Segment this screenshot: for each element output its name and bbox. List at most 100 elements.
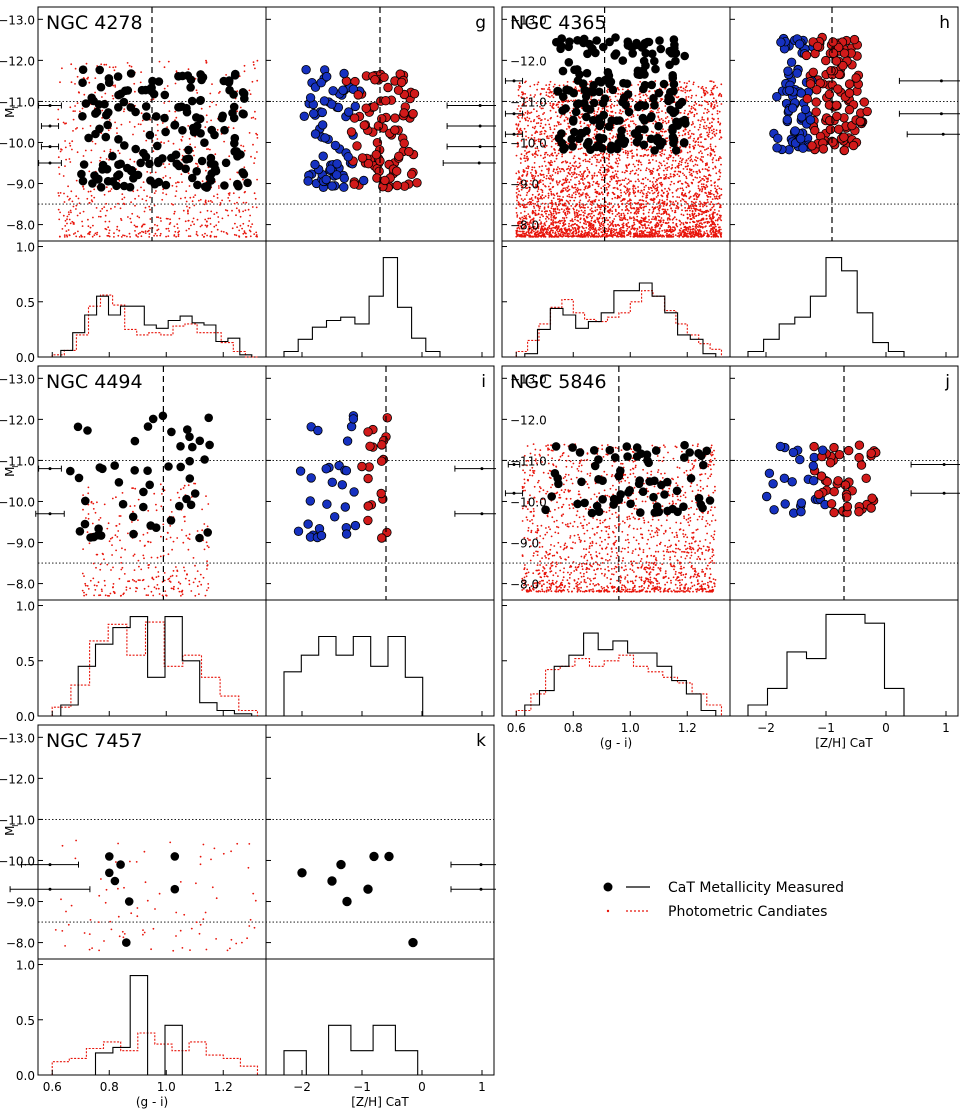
photometric-point (609, 180, 611, 183)
photometric-point (156, 216, 158, 219)
measured-point (96, 183, 106, 192)
photometric-point (104, 214, 107, 217)
photometric-point (720, 188, 723, 191)
photometric-point (177, 235, 180, 238)
photometric-point (205, 226, 208, 228)
photometric-point (61, 228, 64, 230)
photometric-point (712, 97, 715, 100)
photometric-point (86, 78, 89, 80)
measured-point (94, 175, 103, 184)
photometric-point (624, 124, 626, 126)
photometric-point (220, 230, 223, 233)
photometric-point (704, 168, 707, 170)
photometric-point (550, 207, 553, 210)
photometric-point (69, 106, 72, 109)
metallicity-point (349, 113, 360, 123)
photometric-point (572, 192, 575, 194)
photometric-point (578, 173, 580, 176)
photometric-point (678, 196, 681, 199)
photometric-point (581, 231, 584, 233)
photometric-point (686, 89, 689, 92)
photometric-point (703, 231, 706, 233)
photometric-point (669, 146, 672, 149)
measured-point (230, 147, 239, 156)
photometric-point (99, 210, 102, 213)
photometric-point (631, 149, 633, 152)
photometric-point (601, 198, 604, 200)
photometric-point (572, 173, 574, 176)
photometric-point (647, 211, 650, 214)
photometric-point (683, 228, 686, 231)
photometric-point (652, 122, 655, 125)
photometric-point (76, 75, 79, 78)
photometric-point (631, 224, 634, 227)
photometric-point (625, 151, 627, 154)
y-tick-label: −13.0 (0, 13, 35, 27)
photometric-point (682, 234, 685, 236)
measured-point (220, 181, 229, 190)
photometric-point (650, 110, 653, 112)
photometric-point (208, 105, 211, 108)
metallicity-point (339, 182, 349, 192)
measured-point (78, 176, 88, 186)
photometric-point (613, 228, 615, 231)
photometric-point (560, 114, 563, 117)
photometric-point (592, 226, 595, 229)
photometric-point (522, 170, 525, 173)
photometric-point (666, 169, 669, 172)
photometric-point (652, 167, 655, 170)
photometric-point (591, 174, 593, 177)
photometric-point (665, 130, 667, 133)
photometric-point (562, 189, 565, 192)
photometric-point (87, 218, 89, 221)
measured-point (101, 132, 111, 142)
photometric-point (516, 185, 518, 188)
photometric-point (530, 120, 532, 123)
photometric-point (169, 222, 172, 224)
metallicity-point (325, 164, 336, 174)
photometric-point (527, 157, 529, 160)
metallicity-point (350, 101, 361, 112)
photometric-point (660, 162, 662, 165)
photometric-point (164, 175, 167, 177)
photometric-point (602, 153, 604, 156)
photometric-point (77, 230, 79, 233)
photometric-point (695, 159, 698, 162)
measured-point (113, 72, 123, 81)
photometric-point (199, 225, 202, 228)
photometric-point (705, 125, 708, 127)
photometric-point (607, 210, 610, 212)
photometric-point (680, 204, 683, 207)
photometric-point (87, 233, 89, 235)
photometric-point (533, 162, 536, 164)
photometric-point (692, 220, 694, 223)
photometric-point (128, 64, 131, 67)
photometric-point (708, 221, 711, 224)
photometric-point (531, 199, 534, 202)
photometric-point (557, 166, 559, 169)
photometric-point (577, 148, 580, 151)
photometric-point (697, 128, 700, 131)
photometric-point (682, 130, 685, 133)
photometric-point (216, 129, 219, 131)
photometric-point (627, 124, 630, 127)
photometric-point (616, 153, 619, 156)
photometric-point (666, 162, 668, 165)
photometric-point (103, 150, 106, 153)
photometric-point (153, 234, 156, 237)
photometric-point (110, 188, 113, 190)
photometric-point (543, 132, 546, 135)
photometric-point (569, 179, 572, 181)
photometric-point (566, 186, 568, 189)
photometric-point (548, 83, 551, 86)
photometric-point (622, 212, 625, 215)
photometric-point (515, 172, 518, 175)
measured-point (78, 112, 87, 121)
photometric-point (608, 225, 611, 228)
photometric-point (616, 86, 619, 89)
photometric-point (602, 225, 605, 227)
photometric-point (672, 203, 675, 206)
photometric-point (594, 198, 597, 201)
photometric-point (615, 175, 618, 178)
photometric-point (156, 138, 159, 140)
